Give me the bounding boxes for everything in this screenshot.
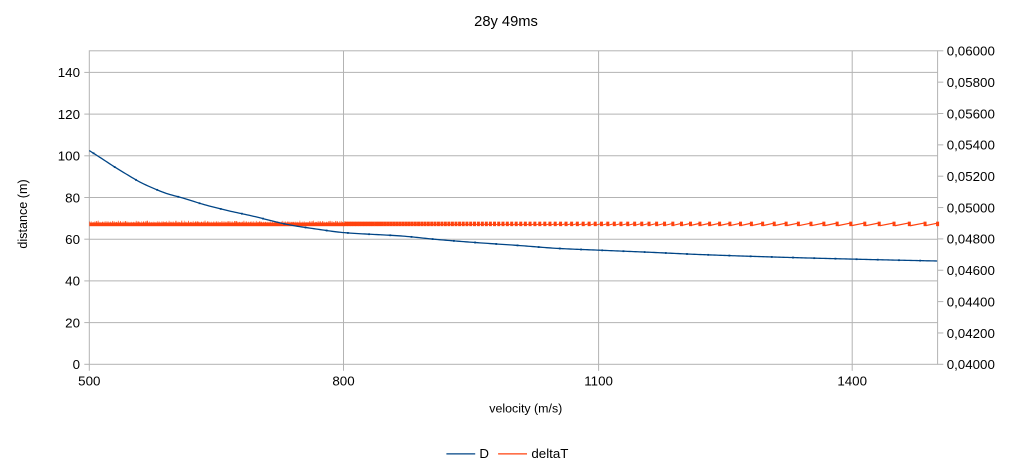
svg-text:500: 500 xyxy=(78,373,100,388)
svg-text:60: 60 xyxy=(65,232,80,247)
svg-text:40: 40 xyxy=(65,274,80,289)
svg-text:140: 140 xyxy=(58,65,80,80)
svg-text:100: 100 xyxy=(58,149,80,164)
svg-text:20: 20 xyxy=(65,315,80,330)
svg-text:0,04000: 0,04000 xyxy=(947,357,995,372)
svg-text:1100: 1100 xyxy=(584,373,613,388)
svg-text:velocity (m/s): velocity (m/s) xyxy=(489,402,562,416)
svg-text:0,04600: 0,04600 xyxy=(947,263,995,278)
svg-text:0: 0 xyxy=(73,357,80,372)
svg-text:0,04200: 0,04200 xyxy=(947,326,995,341)
svg-text:D: D xyxy=(479,446,489,461)
svg-text:distance (m): distance (m) xyxy=(16,179,30,248)
svg-text:0,04800: 0,04800 xyxy=(947,232,995,247)
svg-text:0,05200: 0,05200 xyxy=(947,169,995,184)
svg-text:120: 120 xyxy=(58,107,80,122)
svg-text:800: 800 xyxy=(332,373,354,388)
svg-text:0,05400: 0,05400 xyxy=(947,138,995,153)
svg-text:0,05600: 0,05600 xyxy=(947,106,995,121)
svg-text:28y 49ms: 28y 49ms xyxy=(474,14,538,30)
svg-text:1400: 1400 xyxy=(837,373,867,388)
svg-text:0,05800: 0,05800 xyxy=(947,75,995,90)
svg-text:80: 80 xyxy=(65,190,80,205)
svg-text:0,04400: 0,04400 xyxy=(947,294,995,309)
svg-text:0,06000: 0,06000 xyxy=(947,44,995,59)
svg-text:0,05000: 0,05000 xyxy=(947,200,995,215)
svg-text:deltaT: deltaT xyxy=(531,446,568,461)
